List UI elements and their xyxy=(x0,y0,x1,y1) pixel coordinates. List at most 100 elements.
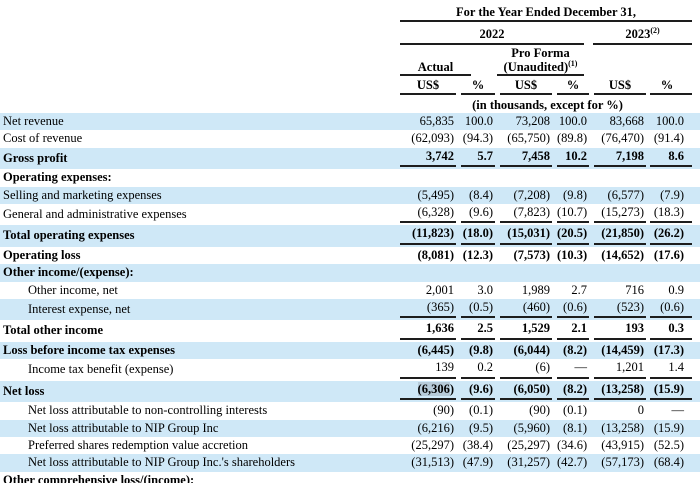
cell-value: (38.4) xyxy=(462,437,493,452)
table-row: Operating loss (8,081) (12.3) (7,573) (10.3)… xyxy=(0,247,700,264)
row-label: Total operating expenses xyxy=(0,225,395,247)
cell-value: (25,297) xyxy=(507,437,550,452)
cell-value: (6,445) xyxy=(395,341,456,360)
table-row: Total other income 1,636 2.5 1,529 2.1 193 0.3 xyxy=(0,320,700,341)
cell-value xyxy=(646,472,700,483)
cell-value: (47.9) xyxy=(456,454,495,472)
cell-value: (10.3) xyxy=(557,247,588,262)
cell-value: (365) xyxy=(395,299,456,321)
row-label: Preferred shares redemption value accret… xyxy=(28,437,249,452)
cell-value xyxy=(395,169,456,186)
row-label: Other income, net xyxy=(28,282,118,297)
cell-value: 65,835 xyxy=(395,113,456,131)
cell-value: (43,915) xyxy=(601,437,644,452)
header-spacer xyxy=(0,22,395,45)
cell-value: (52.5) xyxy=(653,437,685,452)
header-empty-cell xyxy=(589,45,700,76)
cell-value: (94.3) xyxy=(462,131,493,146)
cell-value: (0.1) xyxy=(469,403,493,418)
cell-value: 1.4 xyxy=(646,359,700,380)
header-spacer xyxy=(0,76,395,95)
table-row: Net revenue 65,835 100.0 73,208 100.0 83,668 1… xyxy=(0,113,700,131)
cell-value: 100.0 xyxy=(646,113,700,131)
cell-value: — xyxy=(552,359,589,380)
row-label: Selling and marketing expenses xyxy=(0,186,395,205)
header-year-2022-cell: 2022 xyxy=(395,22,589,45)
table-row: Operating expenses: xyxy=(0,169,700,186)
cell-value: (15,273) xyxy=(589,204,646,225)
cell-value: 10.2 xyxy=(552,147,589,170)
cell-value: (11,823) xyxy=(395,225,456,247)
cell-value: (460) xyxy=(495,299,552,321)
cell-value: (90) xyxy=(529,403,550,418)
cell-value: 3.0 xyxy=(477,282,493,297)
row-label: Other comprehensive loss/(income): xyxy=(3,472,195,483)
header-year-row: 2022 2023(2) xyxy=(0,22,700,45)
cell-value: (6,050) xyxy=(495,380,552,403)
cell-value: (523) xyxy=(589,299,646,321)
row-label: Operating expenses: xyxy=(3,170,112,185)
header-spacer xyxy=(0,0,395,22)
cell-value xyxy=(589,264,646,282)
cell-value: (9.6) xyxy=(456,380,495,403)
table-row: Other income, net 2,001 3.0 1,989 2.7 716 0.9 xyxy=(0,282,700,299)
cell-value: 73,208 xyxy=(495,113,552,131)
cell-value xyxy=(552,169,589,186)
table-row: Total operating expenses (11,823) (18.0) (1… xyxy=(0,225,700,247)
cell-value: 0 xyxy=(637,403,644,418)
header-group-row: Actual Pro Forma (Unaudited)(1) xyxy=(0,45,700,76)
cell-value: 716 xyxy=(625,282,644,297)
cell-value: (91.4) xyxy=(653,131,685,146)
cell-value: (8.2) xyxy=(552,380,589,403)
row-label: Net loss attributable to NIP Group Inc.'… xyxy=(0,454,395,472)
cell-value: 3,742 xyxy=(395,147,456,170)
cell-value: 5.7 xyxy=(456,147,495,170)
cell-value: (17.3) xyxy=(646,341,700,360)
cell-value: (57,173) xyxy=(589,454,646,472)
row-label: Income tax benefit (expense) xyxy=(28,362,174,377)
cell-value: (6,216) xyxy=(395,419,456,437)
cell-value: (90) xyxy=(433,403,454,418)
table-row: Other income/(expense): xyxy=(0,264,700,282)
cell-value: (68.4) xyxy=(646,454,700,472)
actual-label: Actual xyxy=(400,58,471,76)
header-pct-2023: % xyxy=(646,76,700,95)
cell-value xyxy=(495,169,552,186)
cell-value: (9.6) xyxy=(456,204,495,225)
cell-value: (15,031) xyxy=(495,225,552,247)
cell-value: (18.0) xyxy=(456,225,495,247)
cell-value: (21,850) xyxy=(589,225,646,247)
cell-value: (14,652) xyxy=(601,247,644,262)
cell-value xyxy=(552,264,589,282)
table-header: For the Year Ended December 31, 2022 202… xyxy=(0,0,700,113)
cell-value: (76,470) xyxy=(601,131,644,146)
header-period-row: For the Year Ended December 31, xyxy=(0,0,700,22)
cell-value: (7.9) xyxy=(646,186,700,205)
proforma-label: Pro Forma (Unaudited)(1) xyxy=(497,45,584,76)
table-row: General and administrative expenses (6,32… xyxy=(0,204,700,225)
cell-value: (0.1) xyxy=(563,403,587,418)
cell-value: (31,513) xyxy=(395,454,456,472)
cell-value: 139 xyxy=(395,359,456,380)
cell-value: (31,257) xyxy=(495,454,552,472)
cell-value: (9.8) xyxy=(456,341,495,360)
row-label: Net revenue xyxy=(0,113,395,131)
row-label: Net loss attributable to NIP Group Inc xyxy=(0,419,395,437)
row-label: General and administrative expenses xyxy=(3,207,187,222)
header-spacer xyxy=(0,95,395,113)
cell-value: 0.9 xyxy=(668,282,685,297)
cell-value: (15.9) xyxy=(646,380,700,403)
header-year-2023-cell: 2023(2) xyxy=(589,22,700,45)
cell-value: (7,823) xyxy=(495,204,552,225)
cell-value: (6,044) xyxy=(495,341,552,360)
row-label: Operating loss xyxy=(3,247,81,262)
cell-value: (7,573) xyxy=(513,247,550,262)
cell-value: (13,258) xyxy=(589,419,646,437)
header-usd-proforma: US$ xyxy=(495,76,552,95)
cell-value: 0.3 xyxy=(646,320,700,341)
header-period-cell: For the Year Ended December 31, xyxy=(395,0,700,22)
cell-value xyxy=(395,264,456,282)
cell-value: (0.6) xyxy=(552,299,589,321)
cell-value xyxy=(456,264,495,282)
